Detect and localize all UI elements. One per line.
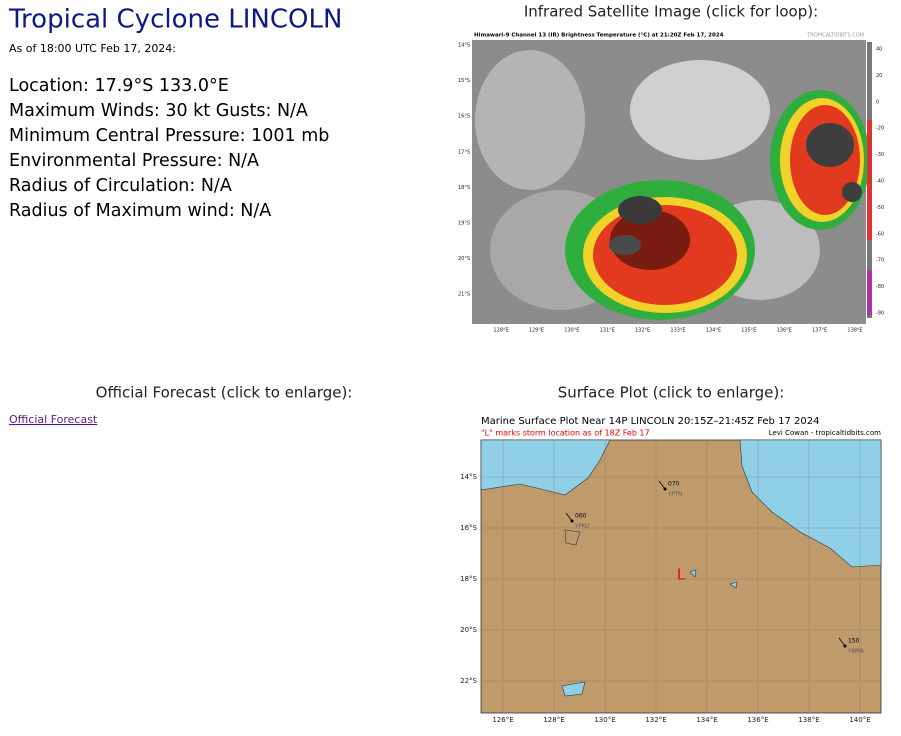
lon-label: 131°E (600, 328, 615, 334)
lon-label: 130°E (564, 328, 579, 334)
colorbar-label: -40 (876, 179, 884, 185)
lon-label: 126°E (492, 716, 513, 724)
lat-label: 18°S (460, 575, 477, 583)
station-id: YPKU (574, 524, 589, 530)
colorbar-label: -80 (876, 284, 884, 290)
lat-label: 16°S (458, 114, 470, 120)
lon-label: 128°E (543, 716, 564, 724)
colorbar-label: -30 (876, 152, 884, 158)
colorbar-label: 0 (876, 99, 879, 105)
lon-label: 137°E (812, 328, 827, 334)
lat-label: 21°S (458, 292, 470, 298)
colorbar-label: -50 (876, 205, 884, 211)
wind-barb (565, 512, 573, 522)
colorbar-label: -60 (876, 231, 884, 237)
lon-label: 134°E (696, 716, 717, 724)
detail-line: Maximum Winds: 30 kt Gusts: N/A (9, 101, 308, 121)
lon-label: 129°E (529, 328, 544, 334)
surface-credit: Levi Cowan - tropicaltidbits.com (769, 429, 881, 437)
detail-line: Radius of Maximum wind: N/A (9, 201, 271, 221)
lon-label: 136°E (747, 716, 768, 724)
lat-label: 14°S (458, 43, 470, 49)
station-value: 070 (668, 481, 680, 488)
lat-label: 22°S (460, 677, 477, 685)
lon-label: 134°E (706, 328, 721, 334)
lon-label: 140°E (849, 716, 870, 724)
station-value: 060 (575, 513, 587, 520)
satellite-image-title: Himawari-9 Channel 13 (IR) Brightness Te… (474, 33, 724, 39)
lon-label: 132°E (635, 328, 650, 334)
detail-line: Minimum Central Pressure: 1001 mb (9, 126, 329, 146)
lon-label: 138°E (847, 328, 862, 334)
surface-image-title: Marine Surface Plot Near 14P LINCOLN 20:… (481, 416, 819, 427)
lon-label: 133°E (670, 328, 685, 334)
satellite-ticks: 14°S 15°S 16°S 17°S 18°S 19°S 20°S 21°S 128°E 129… (458, 43, 884, 334)
details: Location: 17.9°S 133.0°E Maximum Winds: 3… (9, 76, 329, 221)
detail-line: Environmental Pressure: N/A (9, 151, 259, 171)
lon-label: 135°E (741, 328, 756, 334)
surface-subtitle: "L" marks storm location as of 18Z Feb 1… (481, 429, 650, 438)
wind-barb (838, 637, 846, 647)
lon-label: 138°E (798, 716, 819, 724)
colorbar-label: -20 (876, 126, 884, 132)
lat-label: 16°S (460, 524, 477, 532)
lat-label: 15°S (458, 78, 470, 84)
surface-ticks: 14°S 16°S 18°S 20°S 22°S 126°E 128°E 130°E 132°E… (460, 440, 881, 724)
as-of: As of 18:00 UTC Feb 17, 2024: (9, 42, 176, 55)
lon-label: 130°E (594, 716, 615, 724)
lat-label: 20°S (460, 626, 477, 634)
satellite-image[interactable] (471, 30, 872, 326)
lon-label: 132°E (645, 716, 666, 724)
page-title: Tropical Cyclone LINCOLN (8, 5, 342, 35)
colorbar-label: 20 (876, 73, 882, 79)
detail-line: Radius of Circulation: N/A (9, 176, 232, 196)
satellite-caption: Infrared Satellite Image (click for loop… (524, 3, 818, 21)
colorbar-label: -90 (876, 311, 884, 317)
wind-barb (658, 480, 666, 490)
lon-label: 128°E (493, 328, 508, 334)
satellite-credit: TROPICALTIDBITS.COM (806, 33, 864, 39)
lat-label: 20°S (458, 256, 470, 262)
lon-label: 136°E (777, 328, 792, 334)
lat-label: 14°S (460, 473, 477, 481)
detail-line: Location: 17.9°S 133.0°E (9, 76, 229, 96)
storm-marker: L (677, 566, 686, 584)
lat-label: 18°S (458, 185, 470, 191)
forecast-caption: Official Forecast (click to enlarge): (96, 384, 353, 402)
station-id: YBMA (847, 649, 864, 655)
station-id: YPTN (667, 492, 682, 498)
surface-image[interactable] (472, 410, 891, 726)
station-value: 150 (848, 638, 860, 645)
forecast-link[interactable]: Official Forecast (9, 413, 98, 426)
lat-label: 19°S (458, 221, 470, 227)
surface-caption: Surface Plot (click to enlarge): (558, 384, 785, 402)
colorbar-label: -70 (876, 258, 884, 264)
colorbar-label: 40 (876, 47, 882, 53)
lat-label: 17°S (458, 149, 470, 155)
